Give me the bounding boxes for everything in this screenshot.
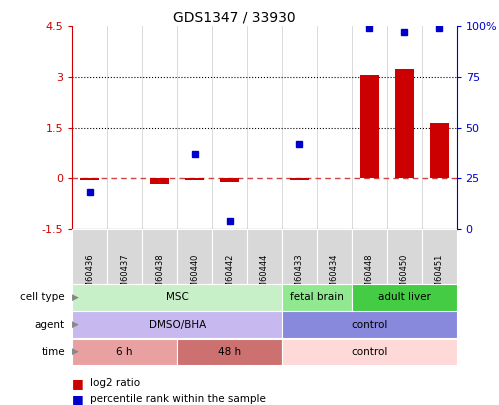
Text: fetal brain: fetal brain bbox=[290, 292, 344, 303]
Bar bbox=[72, 229, 107, 284]
Bar bbox=[247, 229, 282, 284]
Text: GSM60444: GSM60444 bbox=[260, 254, 269, 299]
Text: time: time bbox=[41, 347, 65, 357]
Bar bbox=[72, 284, 282, 311]
Text: GDS1347 / 33930: GDS1347 / 33930 bbox=[173, 10, 296, 24]
Text: GSM60448: GSM60448 bbox=[365, 254, 374, 299]
Text: ■: ■ bbox=[72, 393, 84, 405]
Bar bbox=[290, 178, 309, 180]
Text: control: control bbox=[351, 347, 387, 357]
Bar bbox=[72, 339, 177, 365]
Text: control: control bbox=[351, 320, 387, 330]
Bar bbox=[142, 229, 177, 284]
Text: GSM60450: GSM60450 bbox=[400, 254, 409, 299]
Bar bbox=[282, 339, 457, 365]
Text: GSM60434: GSM60434 bbox=[330, 254, 339, 299]
Text: GSM60451: GSM60451 bbox=[435, 254, 444, 299]
Bar bbox=[317, 229, 352, 284]
Bar bbox=[212, 229, 247, 284]
Bar bbox=[107, 229, 142, 284]
Text: GSM60433: GSM60433 bbox=[295, 254, 304, 299]
Text: ▶: ▶ bbox=[72, 347, 79, 356]
Text: MSC: MSC bbox=[166, 292, 189, 303]
Bar bbox=[220, 178, 239, 182]
Bar bbox=[395, 68, 414, 178]
Text: GSM60437: GSM60437 bbox=[120, 254, 129, 299]
Text: ▶: ▶ bbox=[72, 293, 79, 302]
Text: GSM60438: GSM60438 bbox=[155, 254, 164, 299]
Text: GSM60440: GSM60440 bbox=[190, 254, 199, 299]
Text: agent: agent bbox=[35, 320, 65, 330]
Text: cell type: cell type bbox=[20, 292, 65, 303]
Bar bbox=[80, 178, 99, 180]
Text: percentile rank within the sample: percentile rank within the sample bbox=[90, 394, 265, 404]
Bar bbox=[150, 178, 169, 184]
Text: GSM60442: GSM60442 bbox=[225, 254, 234, 299]
Bar bbox=[360, 75, 379, 178]
Bar bbox=[282, 311, 457, 338]
Bar bbox=[352, 229, 387, 284]
Bar bbox=[352, 284, 457, 311]
Bar bbox=[387, 229, 422, 284]
Bar bbox=[177, 229, 212, 284]
Bar bbox=[282, 229, 317, 284]
Text: log2 ratio: log2 ratio bbox=[90, 378, 140, 388]
Bar bbox=[422, 229, 457, 284]
Bar bbox=[430, 122, 449, 178]
Text: DMSO/BHA: DMSO/BHA bbox=[149, 320, 206, 330]
Bar bbox=[185, 178, 204, 180]
Text: 6 h: 6 h bbox=[116, 347, 133, 357]
Text: adult liver: adult liver bbox=[378, 292, 431, 303]
Bar bbox=[177, 339, 282, 365]
Text: ■: ■ bbox=[72, 377, 84, 390]
Text: 48 h: 48 h bbox=[218, 347, 241, 357]
Bar bbox=[282, 284, 352, 311]
Text: ▶: ▶ bbox=[72, 320, 79, 329]
Bar bbox=[72, 311, 282, 338]
Text: GSM60436: GSM60436 bbox=[85, 254, 94, 299]
